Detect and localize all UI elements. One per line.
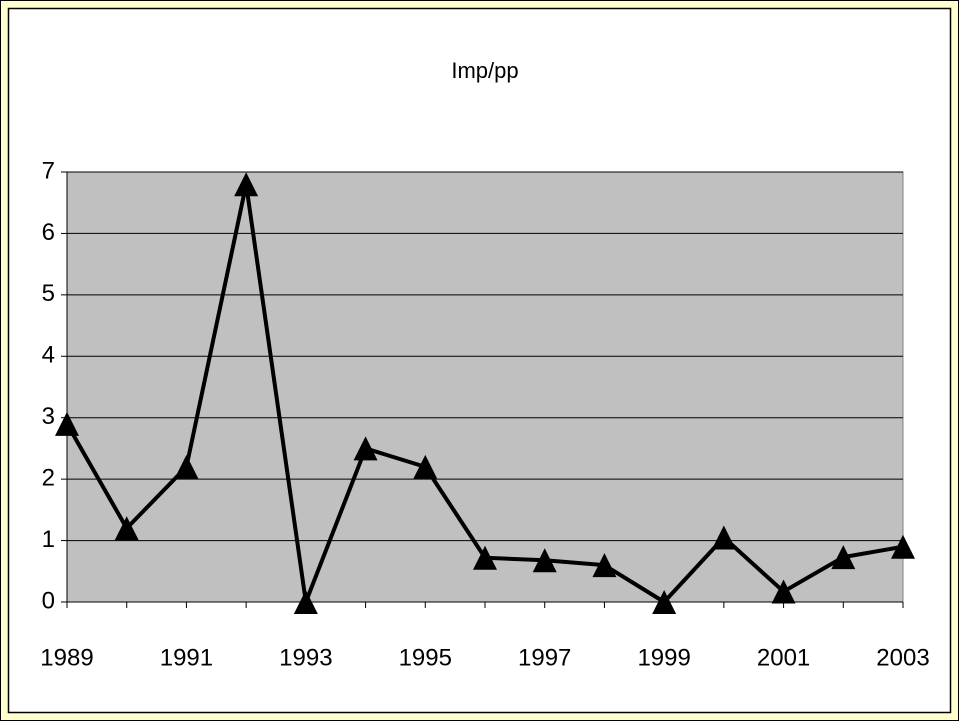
y-tick-label: 0 — [42, 587, 55, 614]
marker — [293, 590, 318, 614]
marker — [473, 545, 497, 570]
marker — [353, 436, 378, 461]
x-tick-label: 2001 — [757, 644, 810, 671]
y-tick-label: 1 — [42, 526, 55, 553]
marker — [891, 534, 915, 559]
x-tick-label: 1989 — [40, 644, 93, 671]
marker — [831, 545, 856, 570]
plot-area — [66, 171, 904, 603]
marker — [114, 516, 139, 541]
x-tick-label: 1993 — [279, 644, 332, 671]
chart-title: Imp/pp — [451, 58, 518, 83]
marker — [652, 590, 677, 614]
x-tick-label: 1995 — [399, 644, 452, 671]
marker — [592, 553, 617, 578]
marker — [234, 172, 259, 197]
y-tick-label: 5 — [42, 280, 55, 307]
marker — [413, 454, 438, 479]
x-tick-label: 1991 — [160, 644, 213, 671]
marker — [711, 525, 736, 550]
y-tick-label: 7 — [42, 157, 55, 184]
y-tick-label: 2 — [42, 464, 55, 491]
x-tick-label: 2003 — [876, 644, 929, 671]
marker — [771, 579, 796, 604]
y-tick-label: 4 — [42, 342, 55, 369]
y-tick-label: 6 — [42, 219, 55, 246]
x-tick-label: 1997 — [518, 644, 571, 671]
marker — [532, 548, 557, 573]
marker — [174, 454, 199, 479]
y-tick-label: 3 — [42, 403, 55, 430]
marker — [55, 411, 79, 436]
x-tick-label: 1999 — [637, 644, 690, 671]
